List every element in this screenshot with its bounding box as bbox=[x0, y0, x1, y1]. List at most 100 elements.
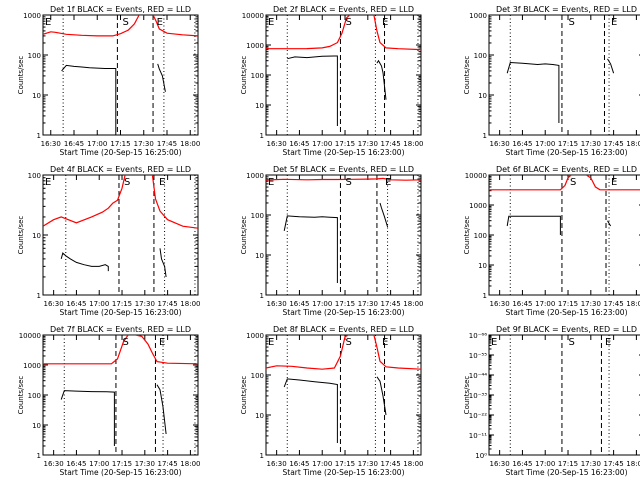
x-tick-label: 18:00 bbox=[626, 300, 640, 308]
detector-panel-9: Det 9f BLACK = Events, RED = LLD 10⁰ 10⁻¹¹… bbox=[463, 325, 640, 477]
lld-series-line bbox=[43, 335, 198, 365]
x-axis-label: Start Time (20-Sep-15 16:23:00) bbox=[283, 148, 405, 157]
x-tick-label: 17:45 bbox=[157, 140, 177, 148]
events-series-line bbox=[283, 378, 338, 443]
y-tick-label: 10 bbox=[255, 102, 264, 110]
y-axis-label: Counts/sec bbox=[463, 56, 471, 95]
y-tick-label: 10⁻²² bbox=[469, 412, 487, 420]
lld-series-line bbox=[43, 175, 126, 227]
time-marker-label: E bbox=[611, 177, 617, 188]
x-tick-label: 17:00 bbox=[535, 300, 555, 308]
x-tick-label: 16:30 bbox=[490, 460, 510, 468]
x-tick-label: 17:15 bbox=[112, 300, 132, 308]
x-tick-label: 17:15 bbox=[335, 140, 355, 148]
time-marker-label: S bbox=[569, 337, 575, 348]
x-tick-label: 17:45 bbox=[158, 460, 178, 468]
y-tick-label: 100 bbox=[251, 372, 264, 380]
time-marker-label: E bbox=[382, 337, 388, 348]
x-tick-label: 17:45 bbox=[381, 300, 401, 308]
y-tick-label: 10000 bbox=[242, 12, 264, 20]
lld-series-line bbox=[266, 335, 349, 370]
lld-series-line bbox=[43, 15, 144, 37]
x-tick-label: 17:30 bbox=[134, 140, 154, 148]
x-tick-label: 17:00 bbox=[312, 460, 332, 468]
y-tick-label: 100 bbox=[251, 72, 264, 80]
x-tick-label: 18:00 bbox=[180, 300, 200, 308]
x-tick-label: 17:15 bbox=[112, 460, 132, 468]
y-tick-label: 1 bbox=[260, 292, 264, 300]
x-tick-label: 17:30 bbox=[135, 300, 155, 308]
detector-panel-8: Det 8f BLACK = Events, RED = LLD 1 10 100 10… bbox=[240, 325, 423, 477]
x-tick-label: 17:45 bbox=[158, 300, 178, 308]
time-marker-label: S bbox=[123, 17, 129, 28]
x-tick-label: 16:30 bbox=[267, 140, 287, 148]
y-tick-label: 10 bbox=[255, 252, 264, 260]
detector-panel-6: Det 6f BLACK = Events, RED = LLD 1 10 100 10… bbox=[463, 165, 640, 317]
y-tick-label: 1000 bbox=[246, 332, 264, 340]
panel-title: Det 2f BLACK = Events, RED = LLD bbox=[273, 5, 414, 14]
x-tick-label: 16:45 bbox=[512, 460, 532, 468]
events-series-line bbox=[60, 252, 109, 272]
x-axis-label: Start Time (20-Sep-15 16:23:00) bbox=[506, 308, 628, 317]
events-series-line bbox=[287, 55, 338, 126]
x-tick-label: 16:30 bbox=[41, 140, 61, 148]
x-tick-label: 16:45 bbox=[512, 140, 532, 148]
y-tick-label: 10 bbox=[478, 92, 487, 100]
time-marker-label: E bbox=[268, 17, 274, 28]
x-tick-label: 18:00 bbox=[403, 140, 423, 148]
x-tick-label: 18:00 bbox=[403, 300, 423, 308]
events-series-line bbox=[607, 220, 612, 227]
events-series-line bbox=[506, 61, 560, 123]
lld-series-line bbox=[373, 335, 421, 370]
y-tick-label: 10 bbox=[32, 422, 41, 430]
y-tick-label: 1000 bbox=[246, 172, 264, 180]
y-tick-label: 1000 bbox=[469, 12, 487, 20]
panel-title: Det 3f BLACK = Events, RED = LLD bbox=[496, 5, 637, 14]
time-marker-label: S bbox=[346, 337, 352, 348]
x-tick-label: 17:15 bbox=[558, 140, 578, 148]
time-marker-label: E bbox=[268, 177, 274, 188]
x-tick-label: 17:30 bbox=[358, 300, 378, 308]
time-marker-label: S bbox=[570, 177, 576, 188]
x-tick-label: 17:15 bbox=[558, 300, 578, 308]
x-tick-label: 17:45 bbox=[604, 300, 624, 308]
time-marker-label: S bbox=[569, 17, 575, 28]
panel-title: Det 9f BLACK = Events, RED = LLD bbox=[496, 325, 637, 334]
y-tick-label: 100 bbox=[28, 172, 41, 180]
time-marker-label: E bbox=[45, 177, 51, 188]
y-tick-label: 1000 bbox=[469, 202, 487, 210]
y-tick-label: 10 bbox=[32, 232, 41, 240]
x-tick-label: 17:15 bbox=[335, 300, 355, 308]
y-tick-label: 100 bbox=[474, 52, 487, 60]
detector-panel-1: Det 1f BLACK = Events, RED = LLD 1 10 100 10… bbox=[17, 5, 200, 157]
time-marker-label: S bbox=[346, 177, 352, 188]
x-tick-label: 18:00 bbox=[403, 460, 423, 468]
x-tick-label: 16:30 bbox=[267, 460, 287, 468]
events-series-line bbox=[376, 376, 387, 416]
x-tick-label: 17:30 bbox=[135, 460, 155, 468]
x-tick-label: 16:45 bbox=[289, 300, 309, 308]
x-tick-label: 17:00 bbox=[87, 140, 107, 148]
panel-title: Det 5f BLACK = Events, RED = LLD bbox=[273, 165, 414, 174]
y-tick-label: 100 bbox=[251, 212, 264, 220]
y-tick-label: 10⁻⁴⁴ bbox=[469, 372, 487, 380]
time-marker-label: E bbox=[611, 17, 617, 28]
time-marker-label: S bbox=[346, 17, 352, 28]
plot-frame bbox=[488, 14, 640, 136]
y-axis-label: Counts/sec bbox=[463, 376, 471, 415]
y-tick-label: 1 bbox=[483, 292, 487, 300]
y-tick-label: 10000 bbox=[465, 172, 487, 180]
x-tick-label: 16:30 bbox=[490, 140, 510, 148]
events-series-line bbox=[376, 59, 387, 100]
x-tick-label: 16:45 bbox=[289, 140, 309, 148]
x-axis-label: Start Time (20-Sep-15 16:23:00) bbox=[283, 308, 405, 317]
x-tick-label: 17:45 bbox=[381, 460, 401, 468]
y-tick-label: 1000 bbox=[246, 42, 264, 50]
y-tick-label: 100 bbox=[28, 52, 41, 60]
y-tick-label: 10⁰ bbox=[475, 452, 487, 460]
events-series-line bbox=[157, 63, 166, 92]
y-tick-label: 10000 bbox=[19, 332, 41, 340]
x-tick-label: 16:45 bbox=[64, 140, 84, 148]
y-tick-label: 1 bbox=[37, 452, 41, 460]
